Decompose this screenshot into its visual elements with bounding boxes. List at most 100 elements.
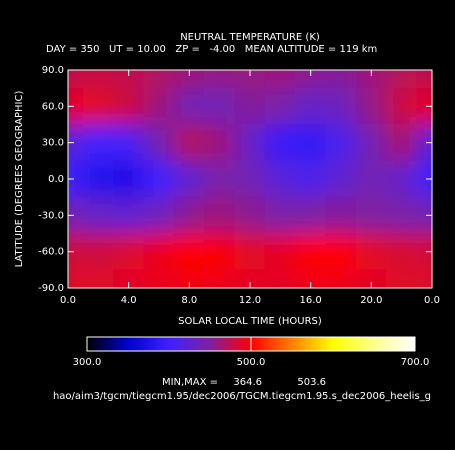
heat-cell: [82, 233, 114, 271]
x-axis-label: SOLAR LOCAL TIME (HOURS): [178, 316, 322, 327]
heat-cell: [234, 233, 266, 271]
heat-cell: [173, 160, 205, 198]
heat-cell: [295, 196, 327, 234]
x-tick-label: 0.0: [60, 295, 76, 306]
heat-cell: [204, 70, 236, 89]
heat-cell: [264, 196, 296, 234]
heat-cell: [173, 70, 205, 89]
heat-cell: [386, 196, 418, 234]
heat-cell: [68, 124, 84, 162]
heat-cell: [325, 233, 357, 271]
heat-cell: [204, 87, 236, 125]
heat-cell: [264, 124, 296, 162]
heat-cell: [113, 70, 145, 89]
heat-cell: [355, 196, 387, 234]
heat-cell: [355, 233, 387, 271]
heat-cell: [204, 233, 236, 271]
heat-cell: [416, 269, 432, 288]
heat-cell: [234, 70, 266, 89]
y-tick-label: 0.0: [48, 174, 64, 185]
heat-cell: [143, 269, 175, 288]
min-value: 364.6: [233, 377, 262, 388]
heat-cell: [234, 160, 266, 198]
heat-cell: [68, 87, 84, 125]
heat-cell: [355, 160, 387, 198]
heatmap: [68, 70, 432, 288]
colorbar-tick-label: 500.0: [237, 357, 266, 368]
plot-area: [68, 70, 432, 288]
chart-title: NEUTRAL TEMPERATURE (K): [180, 32, 320, 43]
x-tick-label: 16.0: [300, 295, 322, 306]
heat-cell: [295, 269, 327, 288]
heat-cell: [416, 233, 432, 271]
heat-cell: [386, 233, 418, 271]
heat-cell: [264, 233, 296, 271]
heat-cell: [143, 70, 175, 89]
heat-cell: [143, 87, 175, 125]
heat-cell: [386, 87, 418, 125]
heat-cell: [68, 70, 84, 89]
heat-cell: [204, 160, 236, 198]
heat-cell: [325, 70, 357, 89]
x-tick-label: 20.0: [360, 295, 382, 306]
file-path: hao/aim3/tgcm/tiegcm1.95/dec2006/TGCM.ti…: [53, 391, 431, 402]
y-axis-label: LATITUDE (DEGREES GEOGRAPHIC): [14, 91, 25, 268]
heat-cell: [113, 233, 145, 271]
heat-cell: [204, 124, 236, 162]
heat-cell: [234, 124, 266, 162]
heat-cell: [416, 196, 432, 234]
heat-cell: [264, 160, 296, 198]
colorbar-tick-label: 700.0: [401, 357, 430, 368]
heat-cell: [173, 196, 205, 234]
heat-cell: [264, 70, 296, 89]
heat-cell: [386, 269, 418, 288]
heat-cell: [143, 196, 175, 234]
heat-cell: [82, 196, 114, 234]
max-value: 503.6: [297, 377, 326, 388]
x-tick-label: 0.0: [424, 295, 440, 306]
heat-cell: [386, 70, 418, 89]
heat-cell: [113, 269, 145, 288]
heat-cell: [325, 196, 357, 234]
x-tick-label: 12.0: [239, 295, 261, 306]
heat-cell: [68, 269, 84, 288]
y-tick-label: -30.0: [38, 210, 64, 221]
heat-cell: [386, 124, 418, 162]
y-tick-label: 90.0: [42, 65, 64, 76]
heat-cell: [68, 196, 84, 234]
heat-cell: [173, 87, 205, 125]
heat-cell: [355, 70, 387, 89]
heat-cell: [325, 160, 357, 198]
y-tick-label: -60.0: [38, 247, 64, 258]
heat-cell: [143, 124, 175, 162]
y-tick-label: -90.0: [38, 283, 64, 294]
heat-cell: [355, 269, 387, 288]
heat-cell: [82, 124, 114, 162]
heat-cell: [113, 160, 145, 198]
heat-cell: [325, 269, 357, 288]
heat-cell: [295, 70, 327, 89]
heat-cell: [82, 87, 114, 125]
heat-cell: [68, 160, 84, 198]
heat-cell: [113, 87, 145, 125]
y-tick-label: 60.0: [42, 101, 64, 112]
heat-cell: [386, 160, 418, 198]
heat-cell: [355, 124, 387, 162]
heat-cell: [234, 87, 266, 125]
minmax-label: MIN,MAX =: [162, 377, 218, 388]
heat-cell: [204, 196, 236, 234]
heat-cell: [416, 70, 432, 89]
heat-cell: [82, 160, 114, 198]
heat-cell: [416, 87, 432, 125]
heat-cell: [68, 233, 84, 271]
heat-cell: [325, 87, 357, 125]
heat-cell: [295, 160, 327, 198]
heat-cell: [416, 124, 432, 162]
heat-cell: [234, 269, 266, 288]
x-tick-label: 8.0: [181, 295, 197, 306]
heat-cell: [113, 124, 145, 162]
colorbar-tick-label: 300.0: [73, 357, 102, 368]
chart-subtitle: DAY = 350 UT = 10.00 ZP = -4.00 MEAN ALT…: [46, 44, 377, 55]
heat-cell: [173, 233, 205, 271]
